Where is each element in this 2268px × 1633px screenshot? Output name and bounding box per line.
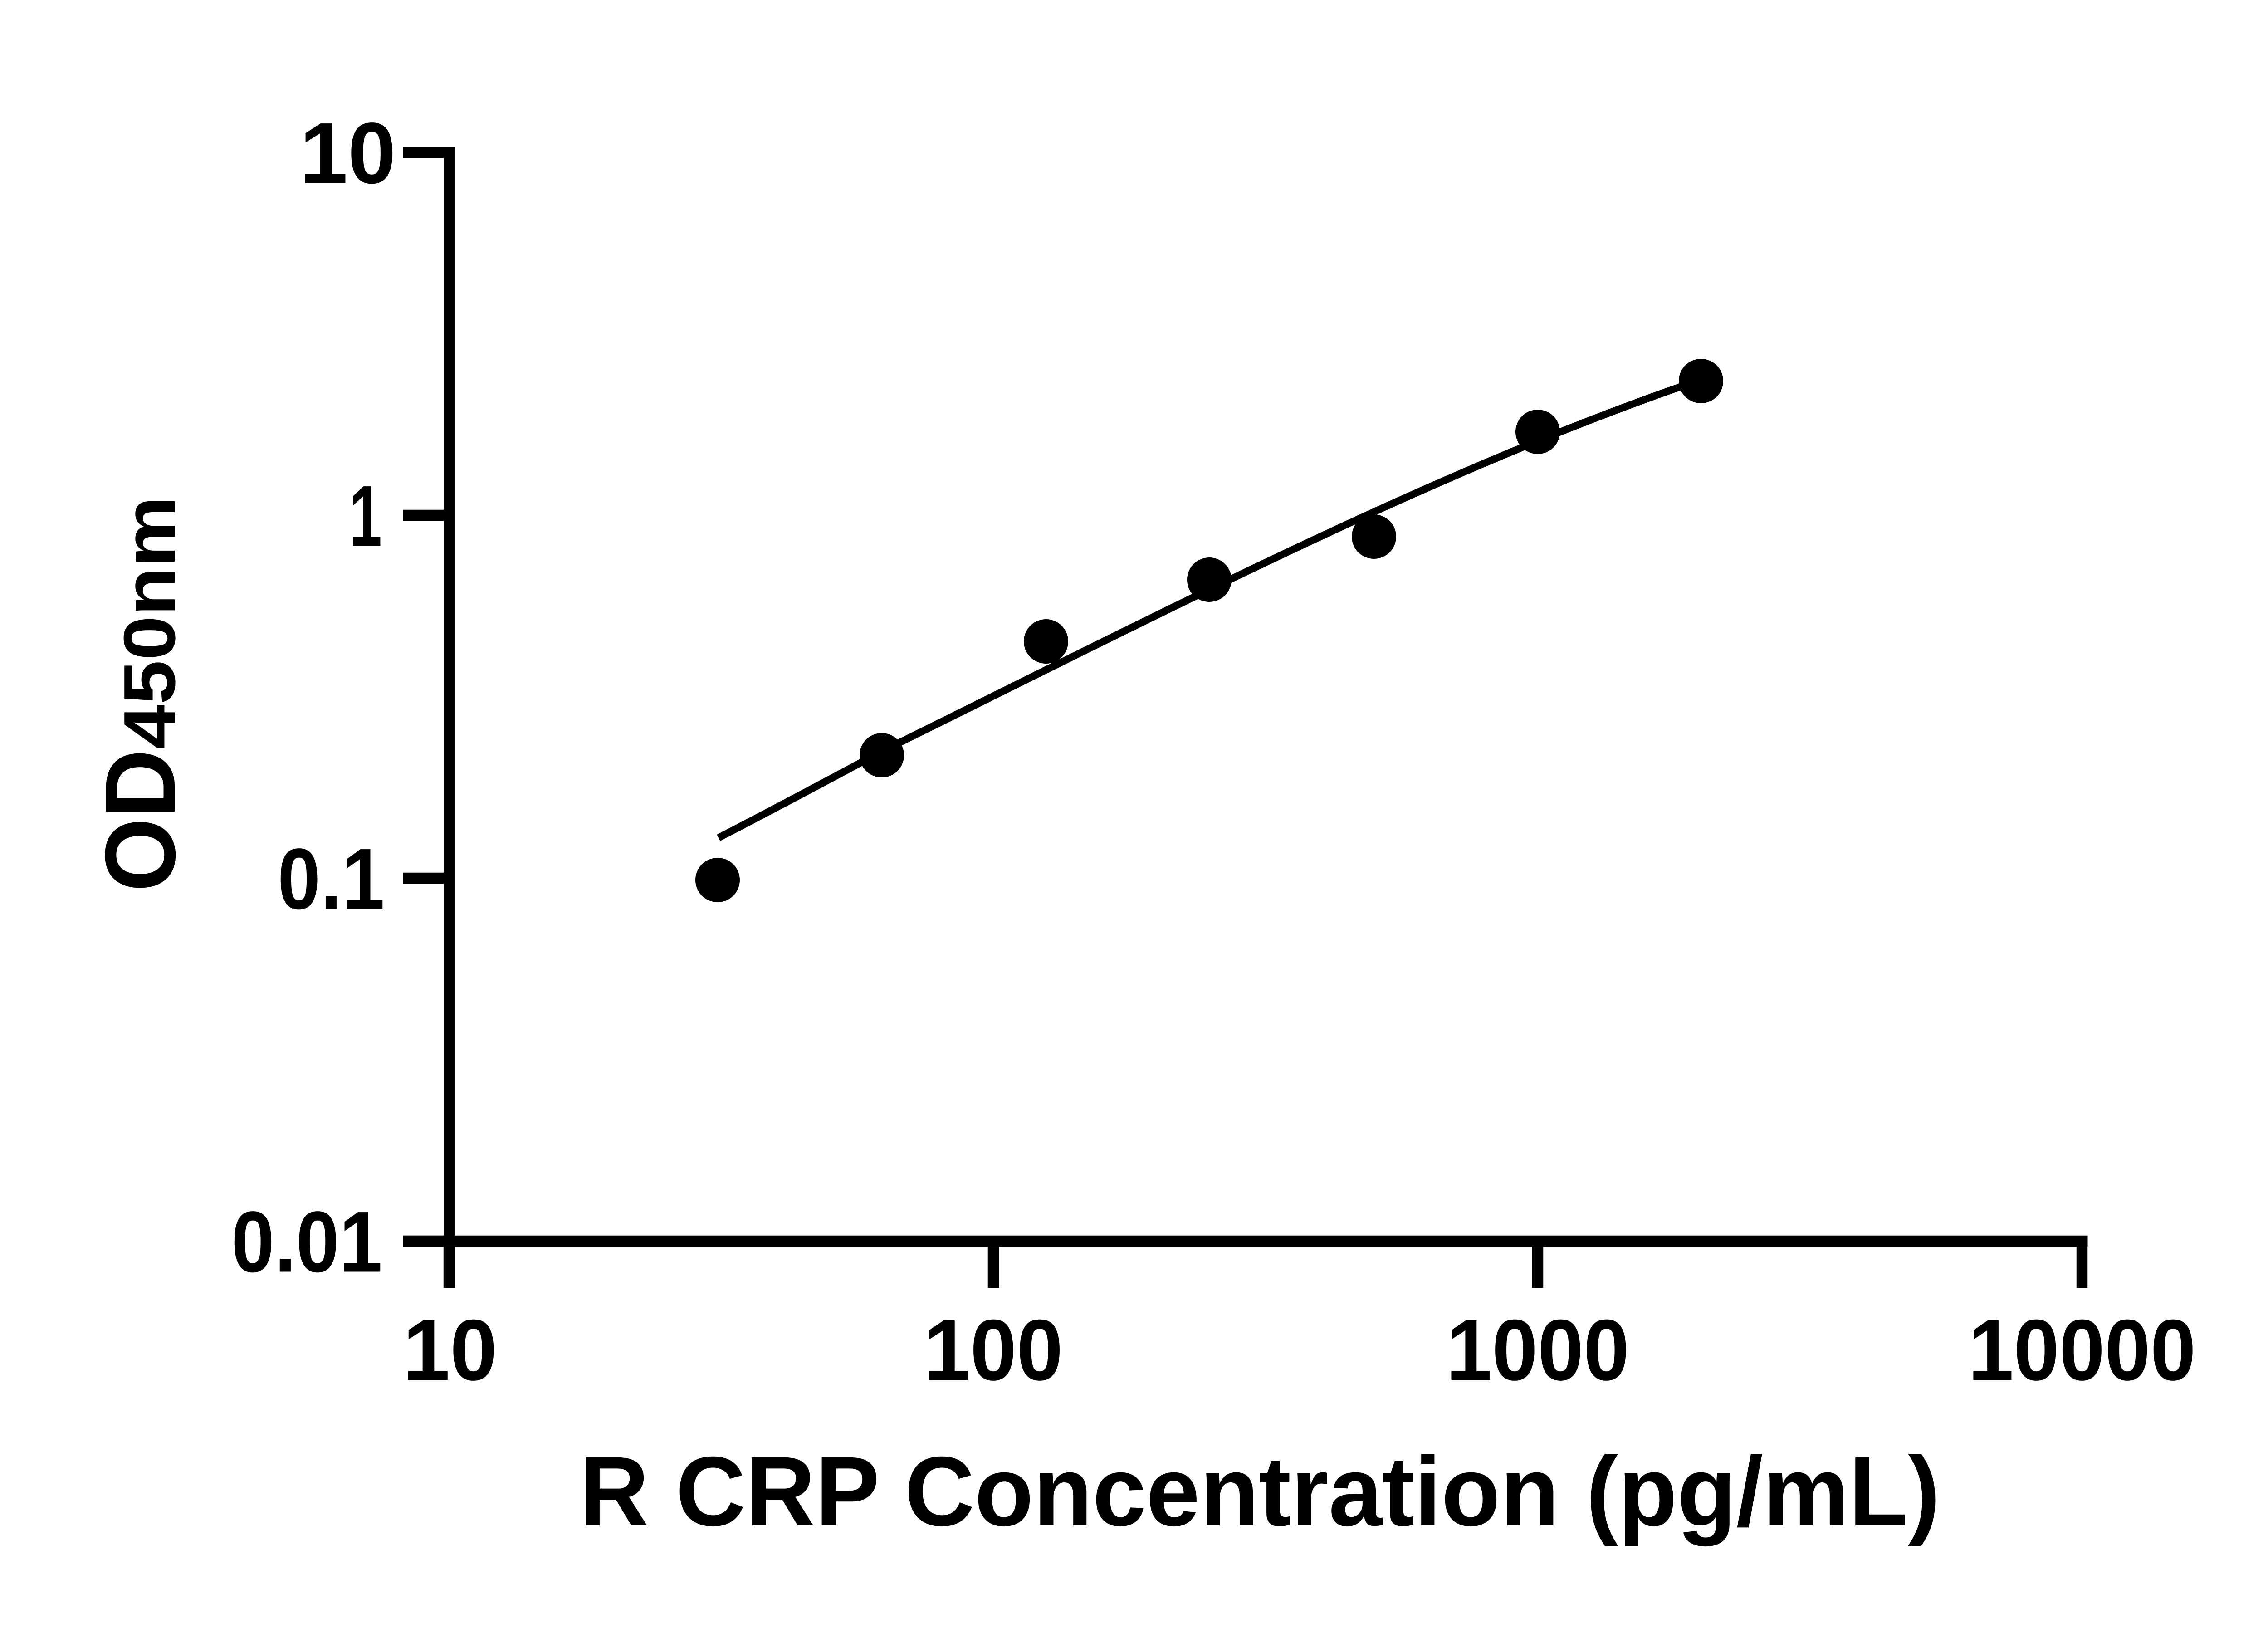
svg-text:0.1: 0.1 xyxy=(278,831,385,928)
svg-text:1: 1 xyxy=(349,468,382,565)
svg-text:0.01: 0.01 xyxy=(231,1194,382,1291)
svg-text:10: 10 xyxy=(300,105,396,202)
svg-text:450nm: 450nm xyxy=(109,496,191,749)
svg-text:OD: OD xyxy=(84,749,196,892)
svg-text:R CRP Concentration (pg/mL): R CRP Concentration (pg/mL) xyxy=(579,1437,1940,1547)
svg-text:1000: 1000 xyxy=(1446,1302,1629,1398)
svg-text:10000: 10000 xyxy=(1968,1302,2196,1398)
svg-text:10: 10 xyxy=(403,1302,497,1398)
svg-text:100: 100 xyxy=(924,1302,1063,1398)
